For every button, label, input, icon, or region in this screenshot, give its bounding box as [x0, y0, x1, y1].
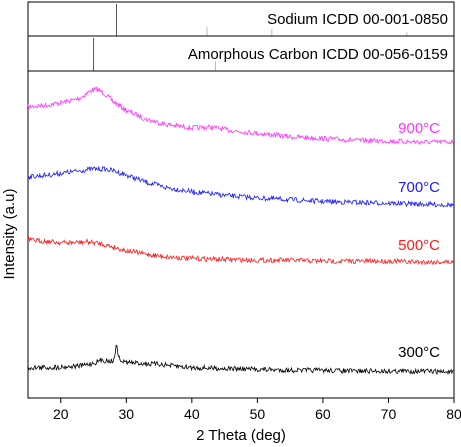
y-axis-label: Intensity (a.u)	[1, 189, 18, 280]
series-label: 900°C	[398, 120, 440, 137]
series-label: 500°C	[398, 237, 440, 254]
reference-panel-middle: Amorphous Carbon ICDD 00-056-0159	[27, 35, 455, 72]
x-axis-ticks: 20 30 40 50 60 70 80	[53, 398, 461, 422]
series-line	[27, 86, 454, 146]
x-tick-label: 30	[119, 406, 135, 422]
series-line	[27, 344, 454, 376]
reference-peaks-sodium	[115, 4, 408, 36]
x-tick-label: 50	[250, 406, 266, 422]
reference-peaks-carbon	[93, 38, 216, 71]
reference-label-sodium: Sodium ICDD 00-001-0850	[267, 11, 448, 28]
plot-frame	[27, 70, 455, 399]
x-tick-label: 60	[315, 406, 331, 422]
series-labels: 900°C 700°C 500°C 300°C	[398, 120, 440, 361]
series-label: 300°C	[398, 344, 440, 361]
series-group	[27, 86, 454, 376]
x-tick-label: 70	[381, 406, 397, 422]
x-tick-label: 80	[446, 406, 461, 422]
reference-panel-top: Sodium ICDD 00-001-0850	[27, 1, 455, 37]
x-tick-label: 20	[53, 406, 69, 422]
series-line	[27, 165, 454, 208]
plot-area: 900°C 700°C 500°C 300°C 20 30 40 50 60 70 80	[27, 70, 461, 422]
series-label: 700°C	[398, 179, 440, 196]
reference-label-carbon: Amorphous Carbon ICDD 00-056-0159	[188, 46, 448, 63]
x-tick-label: 40	[184, 406, 200, 422]
x-axis-label: 2 Theta (deg)	[196, 427, 286, 444]
series-line	[27, 236, 454, 266]
